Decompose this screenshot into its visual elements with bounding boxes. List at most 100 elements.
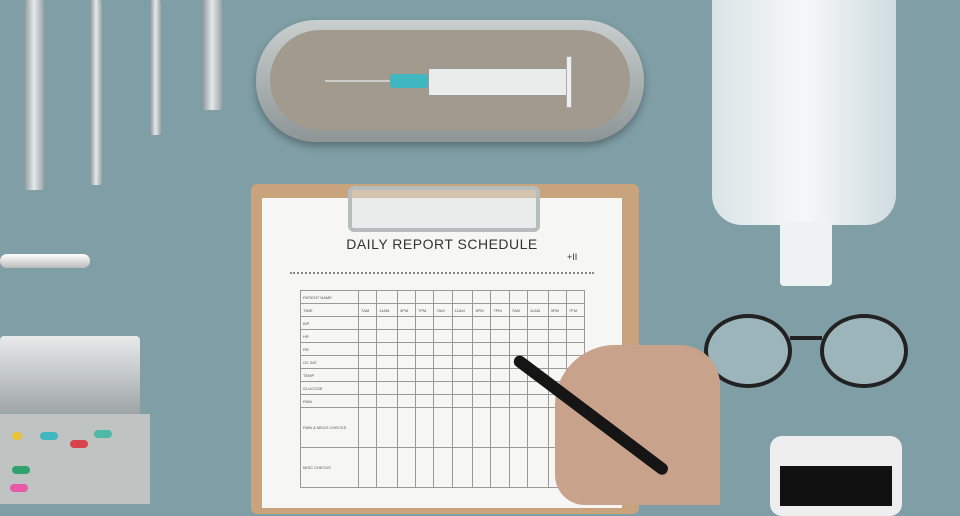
forceps: [150, 0, 161, 135]
time-header: 3PM: [547, 303, 567, 317]
cell: [357, 447, 378, 488]
cell: [451, 290, 474, 304]
cell: [472, 394, 492, 408]
row-label: GLUCOSE: [300, 381, 359, 395]
cell: [565, 316, 586, 330]
time-header: 11AM: [376, 303, 398, 317]
cell: [490, 381, 510, 395]
cell: [415, 394, 435, 408]
cell: [472, 342, 492, 356]
cell: [526, 447, 549, 488]
cell: [490, 329, 510, 343]
cell: [526, 316, 549, 330]
iv-bag: [712, 0, 896, 225]
cell: [490, 316, 510, 330]
cell: [396, 368, 417, 382]
cell: [376, 394, 398, 408]
row-label: B/P: [300, 316, 359, 330]
cell: [451, 394, 474, 408]
cell: [396, 342, 417, 356]
cell: [376, 381, 398, 395]
cell: [396, 407, 417, 448]
cell: [472, 368, 492, 382]
cell: [472, 355, 492, 369]
table-row: PATIENT NAME: [300, 290, 586, 304]
time-header: 3PM: [472, 303, 492, 317]
table-row: HR: [300, 329, 586, 343]
cell: [490, 355, 510, 369]
cell: [547, 329, 567, 343]
hand: [555, 345, 720, 505]
cell: [396, 447, 417, 488]
cell: [376, 407, 398, 448]
cell: [508, 342, 528, 356]
cell: [415, 407, 435, 448]
cell: [415, 316, 435, 330]
pill: [70, 440, 88, 448]
cell: [433, 316, 453, 330]
cell: [433, 342, 453, 356]
cell: [565, 329, 586, 343]
cell: [526, 290, 549, 304]
table-row: MISC CHECKS: [300, 447, 586, 488]
cell: [433, 290, 453, 304]
row-label: O2 SAT: [300, 355, 359, 369]
cell: [433, 407, 453, 448]
row-label: MISC CHECKS: [300, 447, 359, 488]
cell: [526, 407, 549, 448]
report-title: DAILY REPORT SCHEDULE: [346, 236, 538, 252]
table-row: B/P: [300, 316, 586, 330]
cell: [547, 355, 567, 369]
cell: [415, 355, 435, 369]
cell: [433, 447, 453, 488]
cell: [396, 355, 417, 369]
cell: [396, 381, 417, 395]
iv-bag-port: [780, 222, 832, 286]
cell: [376, 342, 398, 356]
cell: [508, 316, 528, 330]
scalpel: [24, 0, 44, 190]
cell: [508, 394, 528, 408]
cell: [433, 329, 453, 343]
pill: [40, 432, 58, 440]
metal-case: [0, 336, 140, 416]
cell: [451, 355, 474, 369]
cell: [490, 342, 510, 356]
row-label: TIME: [300, 303, 359, 317]
cell: [376, 290, 398, 304]
cell: [357, 290, 378, 304]
schedule-table: PATIENT NAME TIME 7AM 11AM 3PM 7PM 7AM 11AM 3PM 7…: [300, 290, 586, 488]
cell: [451, 447, 474, 488]
time-header: 7PM: [415, 303, 435, 317]
cell: [451, 329, 474, 343]
table-row: PAIN: [300, 394, 586, 408]
cell: [508, 447, 528, 488]
cell: [490, 290, 510, 304]
cell: [415, 342, 435, 356]
cell: [526, 394, 549, 408]
phone-screen: [780, 466, 892, 506]
cell: [357, 329, 378, 343]
cell: [451, 381, 474, 395]
table-row: RR: [300, 342, 586, 356]
cell: [357, 407, 378, 448]
cell: [526, 342, 549, 356]
cell: [396, 316, 417, 330]
cell: [451, 407, 474, 448]
cell: [472, 407, 492, 448]
cell: [376, 447, 398, 488]
cell: [547, 316, 567, 330]
thermometer: [0, 254, 90, 268]
cell: [415, 329, 435, 343]
cell: [547, 290, 567, 304]
cell: [433, 368, 453, 382]
time-header: 7PM: [565, 303, 586, 317]
divider: [290, 272, 594, 274]
table-row: O2 SAT: [300, 355, 586, 369]
row-label: HR: [300, 329, 359, 343]
syringe-plunger: [566, 56, 572, 108]
syringe-needle: [325, 80, 395, 82]
cell: [357, 381, 378, 395]
time-header: 7AM: [508, 303, 528, 317]
cell: [472, 290, 492, 304]
